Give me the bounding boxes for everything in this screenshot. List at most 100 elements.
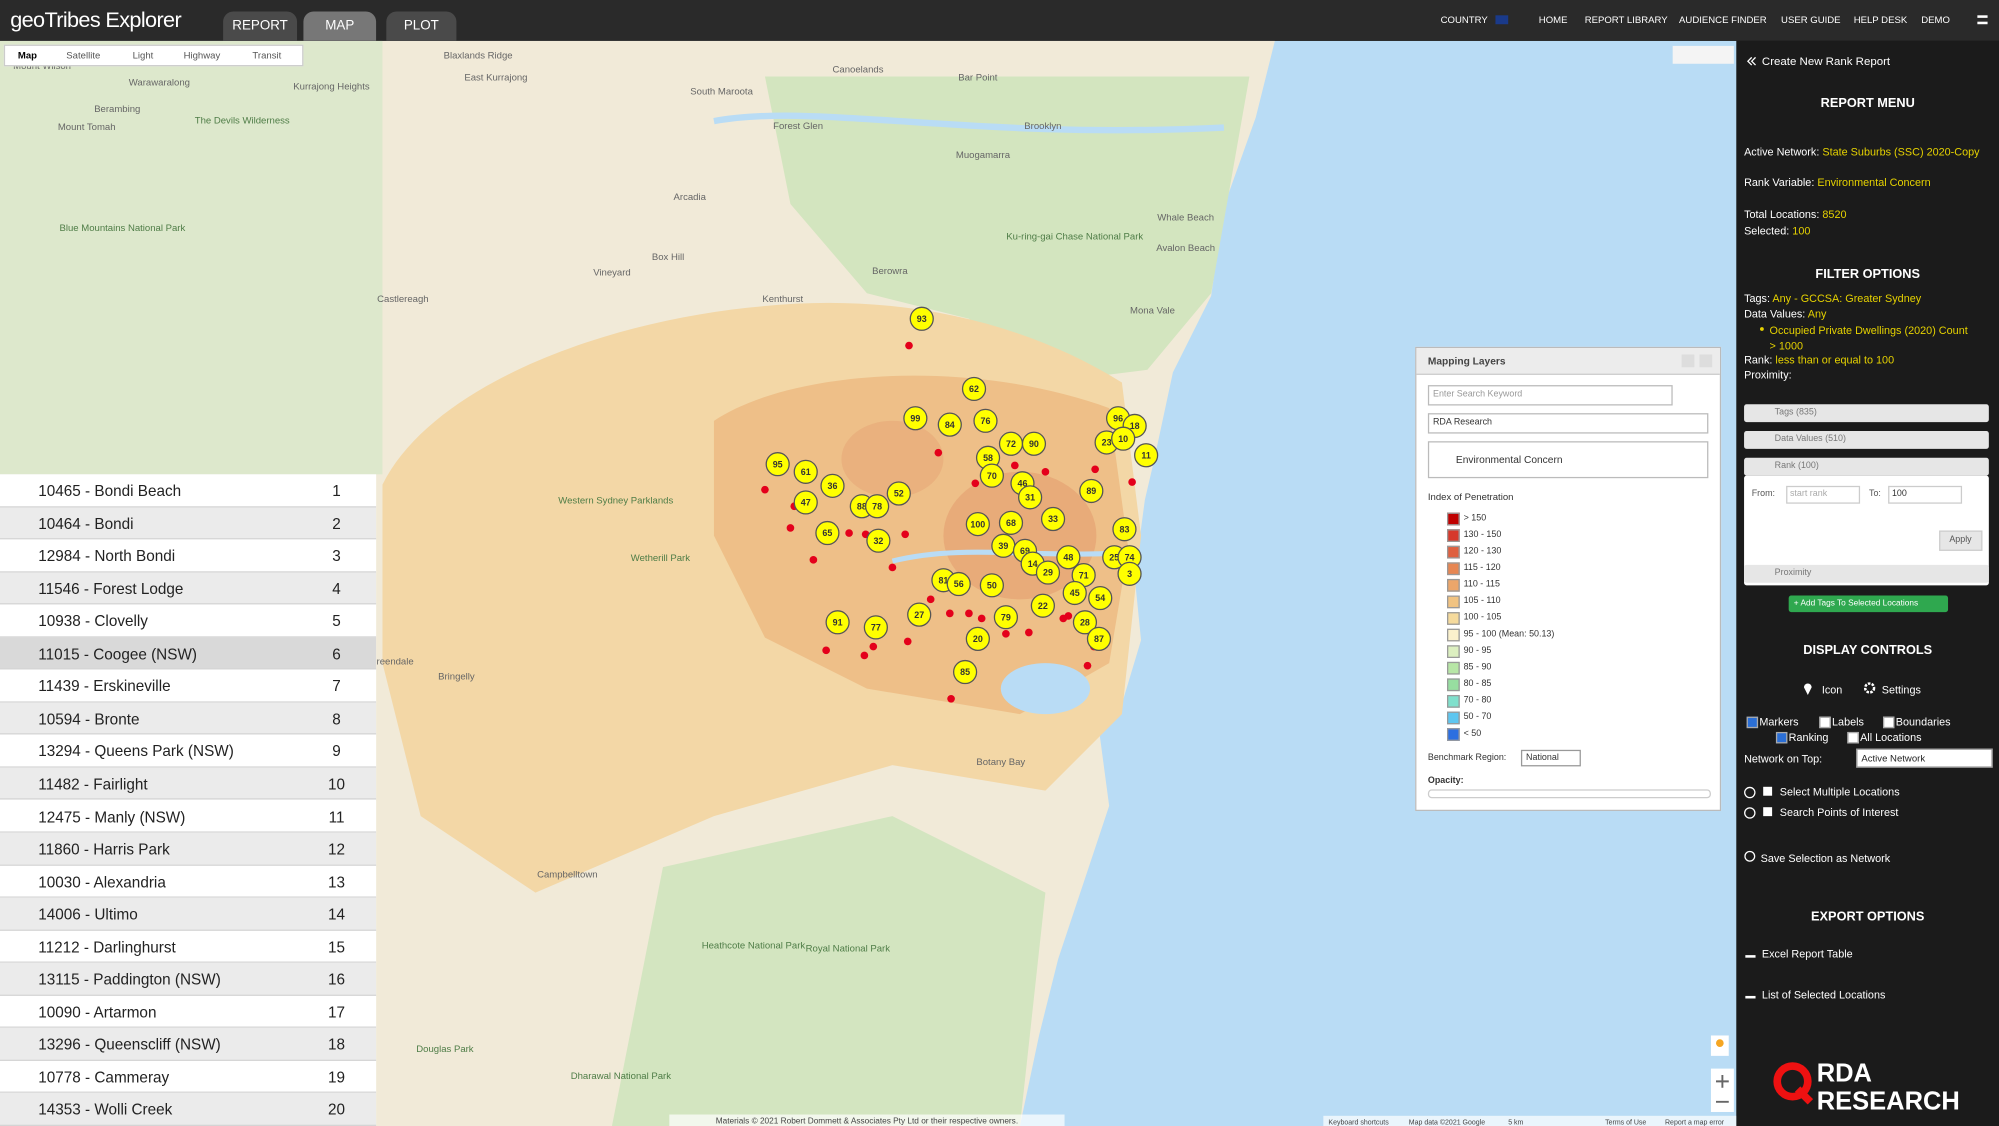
rank-marker[interactable] — [886, 481, 911, 506]
unranked-marker[interactable] — [1059, 614, 1068, 623]
checkbox[interactable] — [1775, 731, 1788, 744]
icon-tab[interactable]: Icon — [1821, 683, 1843, 697]
location-row[interactable]: 10030 - Alexandria 13 — [0, 865, 377, 898]
location-row[interactable]: 13296 - Queenscliff (NSW) 18 — [0, 1028, 377, 1061]
accordion-header[interactable] — [1744, 457, 1989, 476]
nav-link[interactable]: HOME — [1538, 14, 1568, 26]
location-row[interactable]: 13115 - Paddington (NSW) 16 — [0, 963, 377, 996]
nav-link[interactable]: USER GUIDE — [1781, 14, 1841, 26]
export-link[interactable]: Excel Report Table — [1761, 947, 1853, 961]
location-row[interactable]: 11482 - Fairlight 10 — [0, 767, 377, 801]
checkbox[interactable] — [1883, 716, 1895, 729]
nav-link[interactable]: REPORT LIBRARY — [1584, 14, 1668, 26]
nav-link[interactable]: DEMO — [1921, 14, 1950, 26]
rank-marker[interactable] — [1117, 561, 1142, 586]
rank-marker[interactable] — [1040, 506, 1066, 532]
unranked-marker[interactable] — [965, 609, 973, 618]
variable-select[interactable] — [1427, 441, 1709, 479]
rank-marker[interactable] — [946, 571, 971, 597]
location-row[interactable]: 10938 - Clovelly 5 — [0, 604, 377, 638]
nav-link[interactable]: AUDIENCE FINDER — [1679, 14, 1767, 26]
search-input[interactable] — [1427, 385, 1673, 406]
location-row[interactable]: 10778 - Cammeray 19 — [0, 1060, 377, 1094]
location-row[interactable]: 11015 - Coogee (NSW) 6 — [0, 637, 377, 670]
checkbox[interactable] — [1763, 786, 1773, 796]
settings-tab[interactable]: Settings — [1881, 683, 1921, 697]
checkbox[interactable] — [1847, 731, 1859, 744]
rank-marker[interactable] — [825, 610, 850, 635]
unranked-marker[interactable] — [761, 485, 769, 494]
unranked-marker[interactable] — [1041, 467, 1050, 476]
rank-marker[interactable] — [863, 615, 888, 640]
rank-marker[interactable] — [1018, 485, 1043, 510]
location-row[interactable]: 11546 - Forest Lodge 4 — [0, 572, 377, 605]
add-tags-button[interactable] — [1788, 595, 1949, 613]
map-tools[interactable] — [1672, 45, 1734, 64]
collapse-icon[interactable] — [1746, 56, 1757, 66]
apply-button[interactable] — [1939, 530, 1983, 551]
nav-tab[interactable]: PLOT — [386, 11, 457, 41]
map-type-button[interactable]: Transit — [252, 49, 282, 62]
rank-marker[interactable] — [1079, 478, 1104, 504]
rank-marker[interactable] — [765, 452, 790, 477]
rank-marker[interactable] — [909, 306, 934, 331]
rank-marker[interactable] — [1056, 545, 1081, 570]
opacity-slider[interactable] — [1427, 789, 1711, 799]
rank-marker[interactable] — [1112, 517, 1137, 542]
rank-marker[interactable] — [866, 528, 891, 553]
unranked-marker[interactable] — [1128, 478, 1136, 486]
unranked-marker[interactable] — [1010, 461, 1019, 470]
unranked-marker[interactable] — [905, 341, 913, 350]
unranked-marker[interactable] — [888, 563, 897, 572]
unranked-marker[interactable] — [901, 530, 910, 539]
rank-marker[interactable] — [865, 494, 890, 519]
export-link[interactable]: List of Selected Locations — [1761, 988, 1886, 1002]
rank-marker[interactable] — [998, 510, 1024, 535]
rank-marker[interactable] — [1035, 560, 1061, 585]
to-input[interactable] — [1888, 485, 1963, 504]
unranked-marker[interactable] — [945, 609, 954, 618]
unranked-marker[interactable] — [947, 694, 955, 703]
unranked-marker[interactable] — [809, 555, 818, 564]
menu-icon[interactable] — [1977, 15, 1988, 25]
unranked-marker[interactable] — [860, 651, 869, 660]
rank-marker[interactable] — [903, 406, 928, 431]
location-row[interactable]: 10465 - Bondi Beach 1 — [0, 474, 377, 507]
location-row[interactable]: 10594 - Bronte 8 — [0, 702, 377, 736]
unranked-marker[interactable] — [903, 637, 912, 646]
location-row[interactable]: 14353 - Wolli Creek 20 — [0, 1093, 377, 1126]
unranked-marker[interactable] — [971, 479, 980, 488]
unranked-marker[interactable] — [1091, 465, 1099, 474]
checkbox[interactable] — [1819, 716, 1831, 729]
create-report[interactable]: Create New Rank Report — [1761, 54, 1891, 68]
rank-marker[interactable] — [1072, 610, 1098, 635]
benchmark-select[interactable] — [1520, 749, 1581, 767]
rank-marker[interactable] — [907, 602, 932, 627]
unranked-marker[interactable] — [926, 595, 935, 604]
rank-marker[interactable] — [815, 520, 840, 546]
collapse-button[interactable] — [1681, 354, 1695, 368]
unranked-marker[interactable] — [1002, 629, 1010, 638]
unranked-marker[interactable] — [1025, 628, 1033, 637]
nav-link[interactable]: COUNTRY — [1440, 14, 1488, 26]
unranked-marker[interactable] — [977, 614, 986, 623]
save-network[interactable]: Save Selection as Network — [1760, 851, 1891, 865]
unranked-marker[interactable] — [786, 524, 795, 532]
logo[interactable]: geoTribes Explorer — [10, 7, 182, 32]
nav-tab[interactable]: REPORT — [223, 11, 298, 41]
location-row[interactable]: 14006 - Ultimo 14 — [0, 897, 377, 931]
rank-marker[interactable] — [952, 659, 978, 685]
rank-marker[interactable] — [965, 511, 990, 537]
rank-marker[interactable] — [1062, 580, 1087, 606]
accordion-header[interactable] — [1744, 431, 1989, 449]
network-select[interactable] — [1856, 748, 1993, 768]
close-button[interactable] — [1699, 354, 1713, 368]
rank-marker[interactable] — [961, 376, 987, 402]
accordion-header[interactable] — [1744, 564, 1989, 583]
rank-marker[interactable] — [937, 412, 962, 437]
rank-marker[interactable] — [793, 459, 818, 484]
from-input[interactable] — [1786, 485, 1861, 504]
map-type-button[interactable]: Map — [17, 49, 37, 62]
rank-marker[interactable] — [979, 463, 1004, 488]
rank-marker[interactable] — [1086, 626, 1112, 651]
